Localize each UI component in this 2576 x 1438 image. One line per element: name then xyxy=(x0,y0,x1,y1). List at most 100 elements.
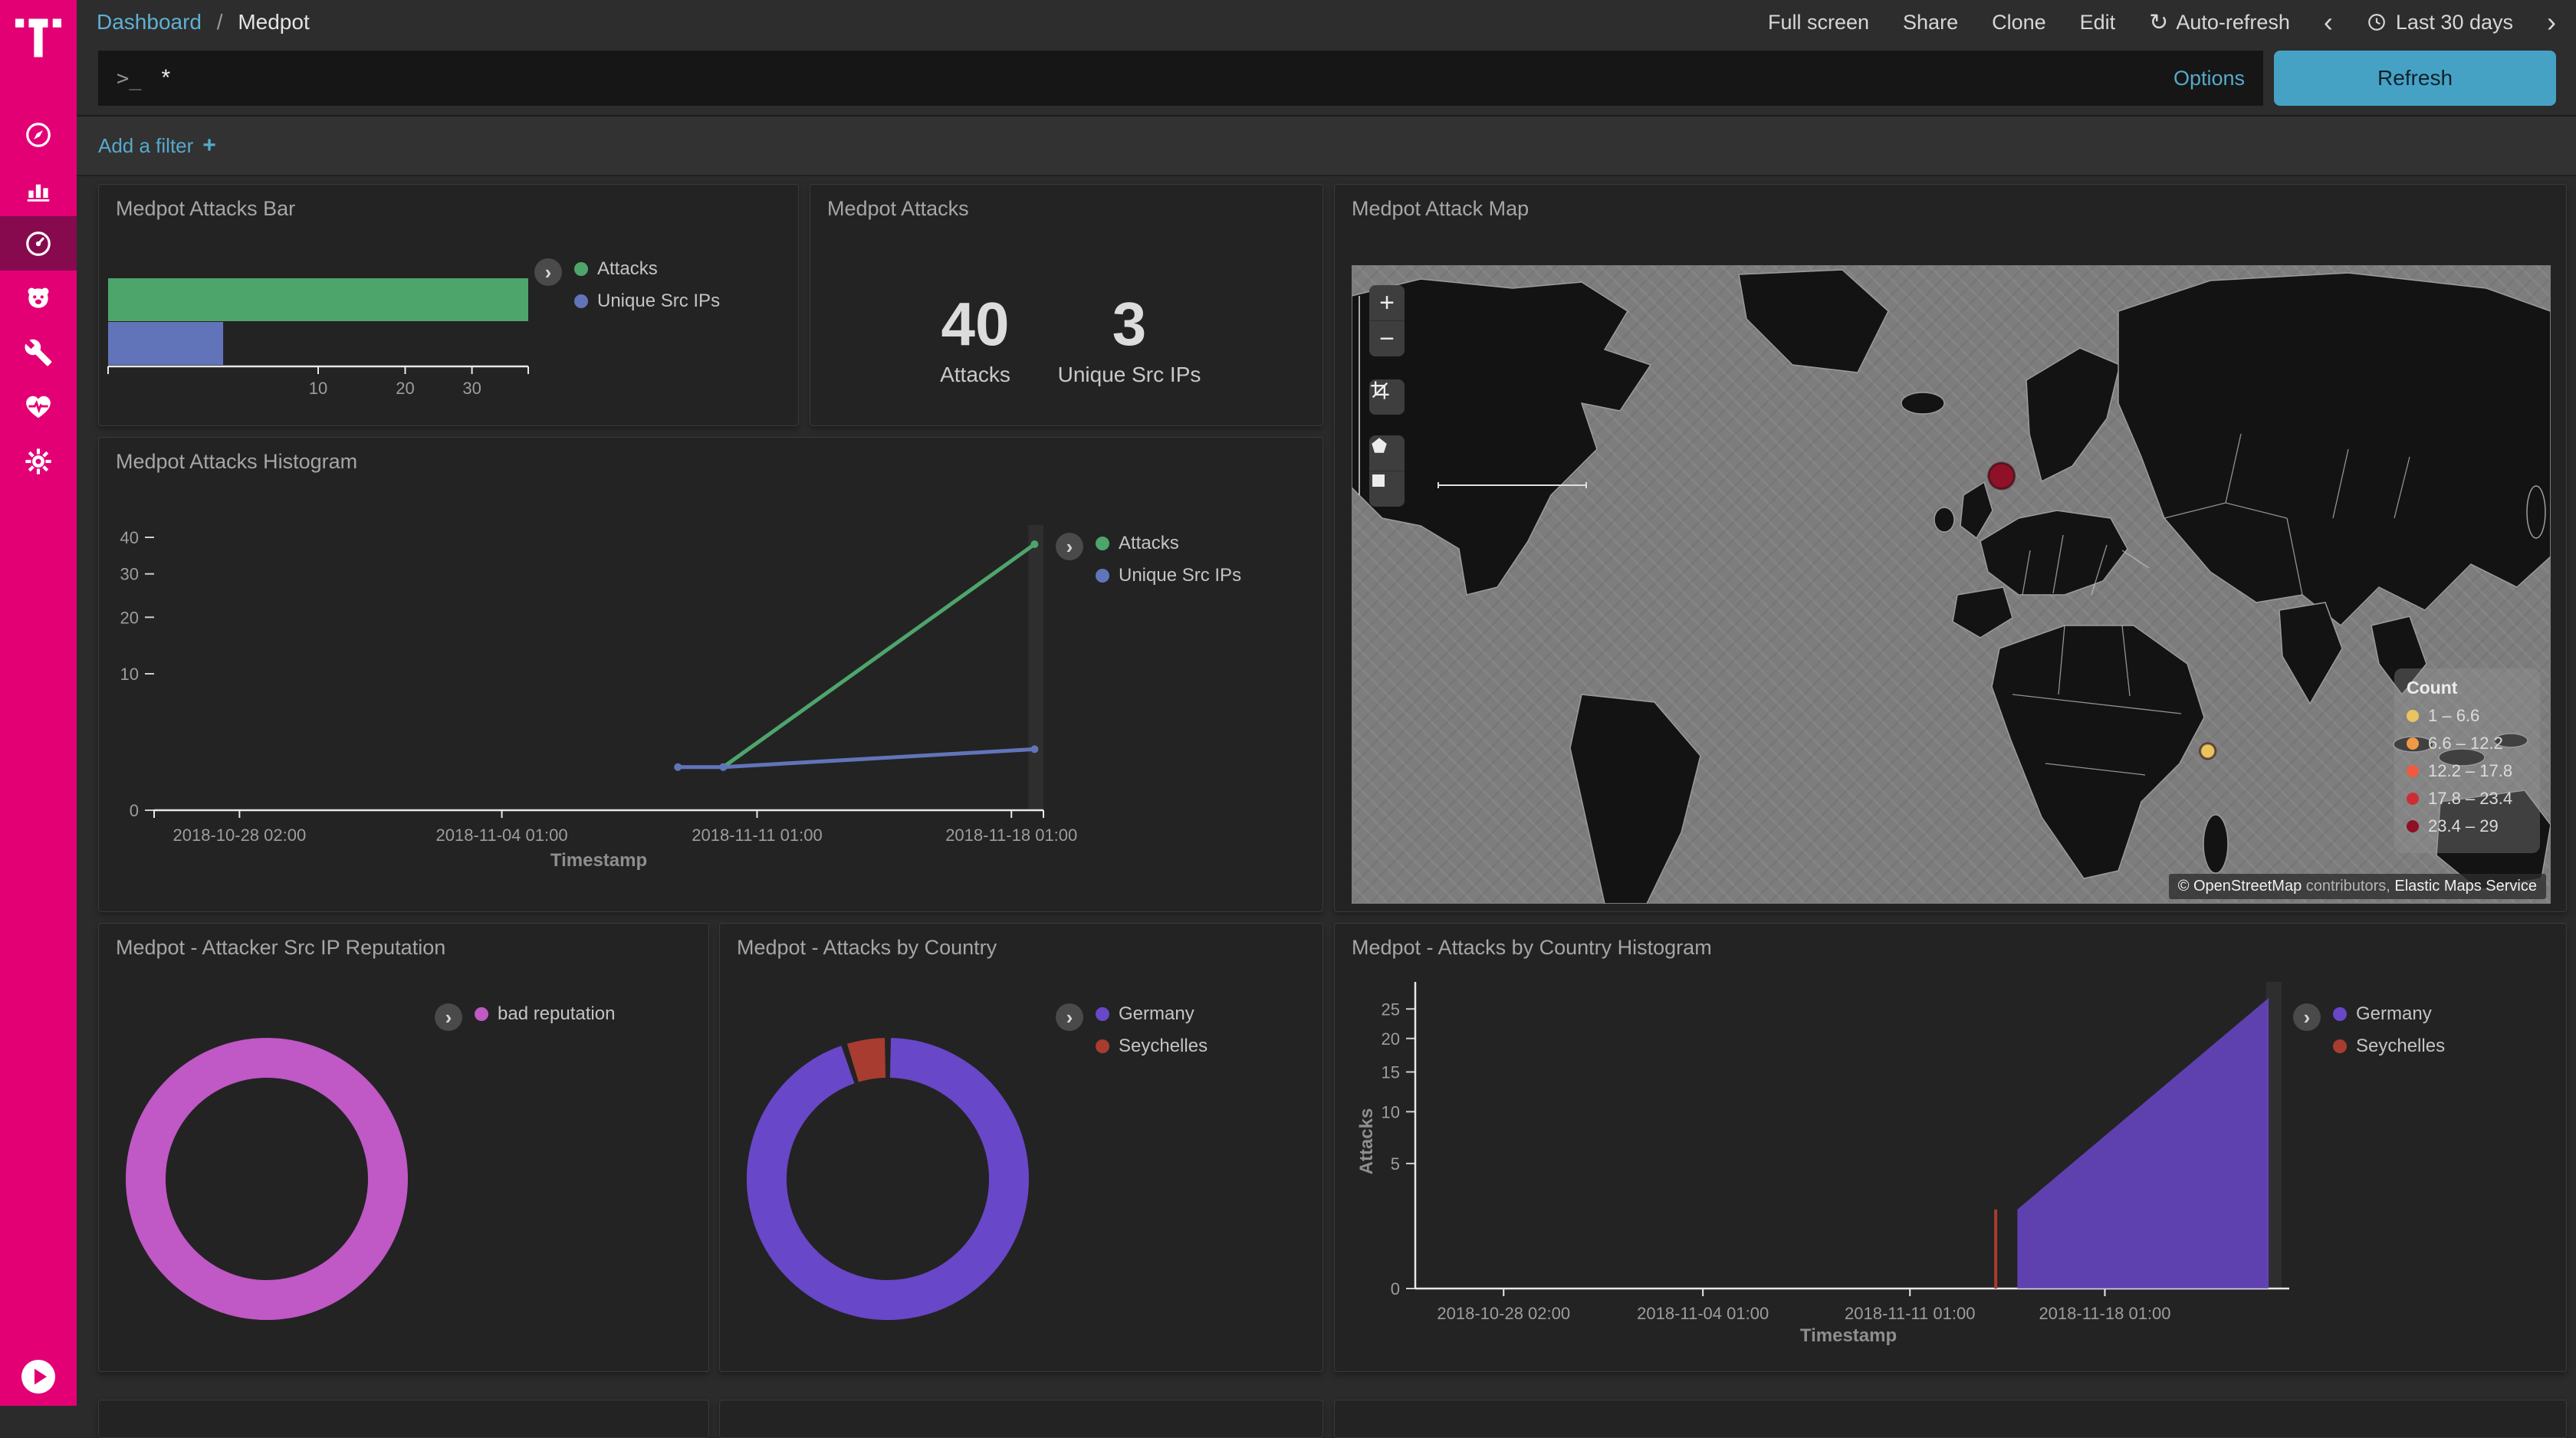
map-legend-range-label: 6.6 – 12.2 xyxy=(2428,734,2503,753)
map-legend-item: 1 – 6.6 xyxy=(2407,706,2528,726)
clone-button[interactable]: Clone xyxy=(1992,10,2046,34)
auto-refresh-icon: ↻ xyxy=(2149,9,2169,35)
legend-color-dot xyxy=(2333,1007,2347,1021)
map-legend-range-label: 17.8 – 23.4 xyxy=(2428,789,2513,808)
legend-color-dot xyxy=(475,1007,488,1021)
legend-item[interactable]: Unique Src IPs xyxy=(1096,565,1241,586)
country-donut-chart[interactable] xyxy=(720,924,1324,1373)
legend-item[interactable]: Attacks xyxy=(1096,533,1241,554)
legend-item-label: Attacks xyxy=(597,258,658,279)
map-count-legend: Count 1 – 6.6 6.6 – 12.2 12.2 – 17.8 17.8 –… xyxy=(2394,668,2540,853)
svg-text:30: 30 xyxy=(462,379,481,398)
time-back-button[interactable]: ‹ xyxy=(2323,6,2333,38)
bar-chart-icon xyxy=(27,184,50,202)
sidebar-item-monitoring[interactable] xyxy=(0,379,77,434)
svg-text:2018-11-18 01:00: 2018-11-18 01:00 xyxy=(945,826,1077,845)
query-input[interactable]: >_ * Options xyxy=(98,51,2263,106)
legend-item-label: Germany xyxy=(1119,1003,1194,1024)
legend-item[interactable]: bad reputation xyxy=(475,1003,615,1025)
legend: › Germany Seychelles xyxy=(1056,1003,1208,1068)
time-range-picker[interactable]: Last 30 days xyxy=(2367,11,2513,34)
sidebar-item-dev-tools[interactable] xyxy=(0,325,77,379)
legend-toggle-icon[interactable]: › xyxy=(435,1003,462,1031)
telekom-logo-icon[interactable] xyxy=(15,9,61,60)
sidebar-item-dashboard[interactable] xyxy=(0,216,77,271)
add-filter-link[interactable]: Add a filter xyxy=(98,133,194,157)
legend-toggle-icon[interactable]: › xyxy=(1056,1003,1083,1031)
metric-value: 3 xyxy=(1112,290,1147,358)
breadcrumb-current: Medpot xyxy=(238,10,310,34)
legend-toggle-icon[interactable]: › xyxy=(2293,1003,2321,1031)
panel-attacks-bar: Medpot Attacks Bar 10 20 30 › Attacks Uniqu… xyxy=(98,184,799,426)
map-legend-color-dot xyxy=(2407,737,2419,750)
refresh-button[interactable]: Refresh xyxy=(2274,51,2556,106)
legend-item-label: Germany xyxy=(2356,1003,2432,1024)
share-button[interactable]: Share xyxy=(1903,10,1959,34)
legend-item[interactable]: Germany xyxy=(2333,1003,2445,1025)
map-legend-item: 6.6 – 12.2 xyxy=(2407,734,2528,753)
legend-item-label: Unique Src IPs xyxy=(597,291,721,311)
legend-toggle-icon[interactable]: › xyxy=(534,258,562,286)
map-zoom-in-button[interactable]: + xyxy=(1369,285,1405,321)
legend-item[interactable]: Seychelles xyxy=(2333,1036,2445,1057)
svg-text:0: 0 xyxy=(1391,1279,1400,1298)
svg-text:2018-11-04 01:00: 2018-11-04 01:00 xyxy=(436,826,568,845)
legend-color-dot xyxy=(1096,537,1109,550)
breadcrumb-separator: / xyxy=(216,10,223,34)
legend: › bad reputation xyxy=(435,1003,615,1036)
map-legend-item: 23.4 – 29 xyxy=(2407,816,2528,836)
gear-icon xyxy=(25,448,51,474)
panel-title: Medpot Attack Map xyxy=(1352,197,1530,220)
attack-map[interactable]: + − Count 1 – 6.6 6.6 – 12.2 12.2 – 17.8 17… xyxy=(1352,265,2551,904)
breadcrumb-dashboard-link[interactable]: Dashboard xyxy=(97,10,202,34)
map-zoom-out-button[interactable]: − xyxy=(1369,321,1405,356)
sidebar-item-visualize[interactable] xyxy=(0,162,77,216)
panel-title: Medpot - Attacks by Country xyxy=(737,936,997,959)
svg-text:2018-11-04 01:00: 2018-11-04 01:00 xyxy=(1637,1304,1769,1323)
map-draw-polygon-button[interactable] xyxy=(1369,435,1405,471)
map-draw-rectangle-button[interactable] xyxy=(1369,471,1405,507)
legend-item-label: bad reputation xyxy=(498,1003,616,1024)
map-legend-range-label: 23.4 – 29 xyxy=(2428,816,2499,836)
attack-location-dots[interactable] xyxy=(1987,461,2217,760)
legend-color-dot xyxy=(1096,569,1109,583)
legend-item-label: Seychelles xyxy=(2356,1036,2446,1056)
time-forward-button[interactable]: › xyxy=(2547,6,2556,38)
gauge-icon xyxy=(26,231,51,256)
legend-color-dot xyxy=(2333,1039,2347,1053)
legend-item[interactable]: Attacks xyxy=(574,258,720,280)
panel-attack-map: Medpot Attack Map xyxy=(1334,184,2567,912)
map-legend-item: 17.8 – 23.4 xyxy=(2407,789,2528,809)
map-legend-color-dot xyxy=(2407,710,2419,722)
legend-item-label: Attacks xyxy=(1119,533,1179,553)
legend-item[interactable]: Seychelles xyxy=(1096,1036,1208,1057)
add-filter-plus-icon[interactable]: + xyxy=(202,133,216,158)
sidebar-expand-button[interactable] xyxy=(20,1358,57,1395)
legend-item[interactable]: Unique Src IPs xyxy=(574,291,720,312)
options-link[interactable]: Options xyxy=(2173,66,2245,90)
map-fit-data-button[interactable] xyxy=(1369,379,1405,415)
country-area-chart[interactable]: 0 5 10 15 20 25 2018-10-28 02:00 2018-11-04 01:… xyxy=(1335,924,2568,1373)
sidebar-item-management[interactable] xyxy=(0,434,77,488)
legend-item-label: Seychelles xyxy=(1119,1036,1208,1056)
sidebar-item-honeypot[interactable] xyxy=(0,271,77,325)
sidebar-item-discover[interactable] xyxy=(0,107,77,162)
auto-refresh-button[interactable]: ↻ Auto-refresh xyxy=(2149,9,2290,35)
reputation-donut-chart[interactable] xyxy=(99,924,710,1373)
world-map[interactable] xyxy=(1352,265,2551,904)
top-navigation-bar: Dashboard / Medpot Full screen Share Clo… xyxy=(77,0,2576,44)
panel-title: Medpot Attacks xyxy=(827,197,969,220)
svg-text:0: 0 xyxy=(130,801,139,820)
legend-color-dot xyxy=(574,294,588,308)
world-landmass xyxy=(1352,269,2551,904)
filter-bar: Add a filter + xyxy=(77,115,2576,176)
attacks-line-chart[interactable]: 0 10 20 30 40 2018-10-28 02:00 2018-11-04 01:0… xyxy=(99,438,1324,913)
attacks-bar-chart[interactable]: 10 20 30 xyxy=(99,185,800,427)
svg-text:2018-11-18 01:00: 2018-11-18 01:00 xyxy=(2039,1304,2170,1323)
legend-item[interactable]: Germany xyxy=(1096,1003,1208,1025)
crop-icon xyxy=(1371,381,1389,399)
full-screen-button[interactable]: Full screen xyxy=(1767,10,1870,34)
legend-color-dot xyxy=(1096,1039,1109,1053)
legend-toggle-icon[interactable]: › xyxy=(1056,533,1083,560)
edit-button[interactable]: Edit xyxy=(2079,10,2116,34)
